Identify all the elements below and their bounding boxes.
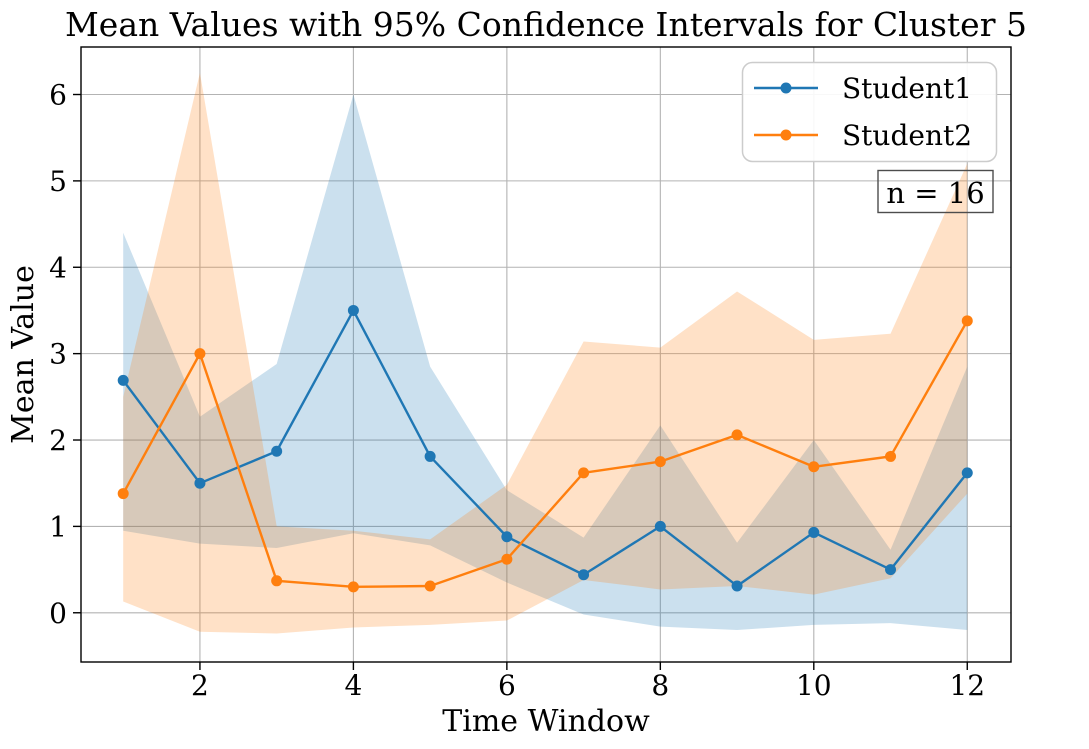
data-point-student2-12 — [961, 315, 973, 327]
legend-sample-marker-student2 — [780, 129, 792, 141]
series-line-student2 — [122, 320, 969, 589]
y-tick-label-3: 3 — [49, 338, 67, 371]
data-point-student1-7 — [578, 569, 590, 581]
x-tick-label-10: 10 — [796, 669, 832, 702]
data-point-student2-3 — [271, 575, 283, 587]
x-tick-label-2: 2 — [191, 669, 209, 702]
series-line-student1 — [122, 309, 969, 588]
data-point-student2-8 — [654, 456, 666, 468]
data-point-student1-3 — [271, 445, 283, 457]
data-point-student1-12 — [961, 467, 973, 479]
y-tick-label-5: 5 — [49, 165, 67, 198]
data-point-student1-9 — [731, 580, 743, 592]
data-point-student1-11 — [885, 564, 897, 576]
chart-title: Mean Values with 95% Confidence Interval… — [65, 5, 1027, 44]
y-tick-label-1: 1 — [49, 510, 67, 543]
x-tick-label-12: 12 — [949, 669, 985, 702]
x-axis-label: Time Window — [442, 704, 650, 739]
y-axis-label: Mean Value — [6, 265, 41, 444]
legend-sample-marker-student1 — [780, 82, 792, 94]
data-point-student1-8 — [654, 520, 666, 532]
data-point-student1-1 — [117, 374, 129, 386]
data-point-student2-7 — [578, 467, 590, 479]
plot-border — [80, 46, 1012, 663]
data-point-student1-6 — [501, 531, 513, 543]
x-tick-label-8: 8 — [651, 669, 669, 702]
legend-label-student2: Student2 — [842, 119, 972, 152]
data-point-student1-10 — [808, 526, 820, 538]
data-point-student2-9 — [731, 429, 743, 441]
ci-band-student2 — [123, 72, 968, 634]
y-tick-label-0: 0 — [49, 597, 67, 630]
y-tick-label-4: 4 — [49, 251, 67, 284]
data-point-student2-4 — [347, 581, 359, 593]
y-tick-label-2: 2 — [49, 424, 67, 457]
annotation-box — [877, 169, 994, 214]
x-tick-label-6: 6 — [498, 669, 516, 702]
data-point-student1-2 — [194, 477, 206, 489]
data-point-student2-6 — [501, 553, 513, 565]
data-point-student2-2 — [194, 348, 206, 360]
data-point-student1-4 — [347, 304, 359, 316]
data-point-student2-1 — [117, 488, 129, 500]
data-point-student2-10 — [808, 461, 820, 473]
x-tick-label-4: 4 — [344, 669, 362, 702]
ci-band-student1 — [123, 94, 968, 631]
annotation-label: n = 16 — [886, 176, 984, 210]
legend-label-student1: Student1 — [842, 72, 972, 105]
data-point-student2-5 — [424, 580, 436, 592]
data-point-student1-5 — [424, 450, 436, 462]
y-tick-label-6: 6 — [49, 79, 67, 112]
data-point-student2-11 — [885, 450, 897, 462]
